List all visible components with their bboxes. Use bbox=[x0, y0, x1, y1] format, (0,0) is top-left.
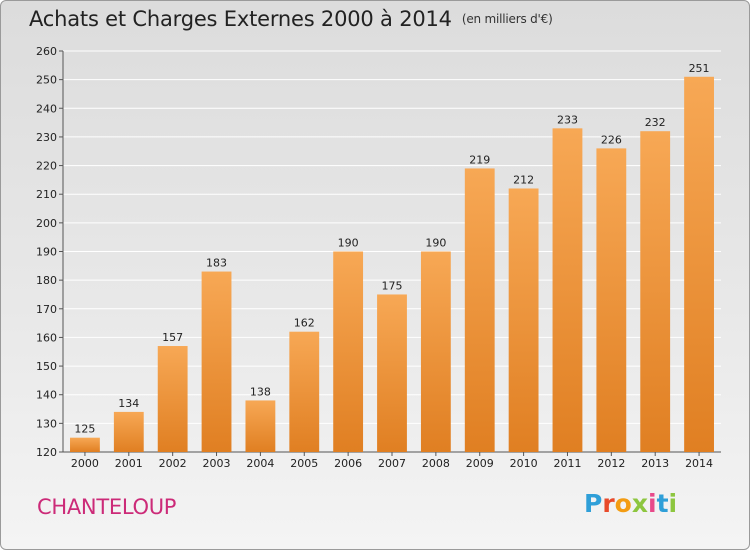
x-tick-label: 2003 bbox=[203, 457, 231, 470]
x-tick-label: 2014 bbox=[685, 457, 713, 470]
bar bbox=[596, 148, 627, 452]
data-label: 157 bbox=[162, 331, 183, 344]
proxiti-logo[interactable]: Proxiti bbox=[584, 489, 677, 518]
bar bbox=[70, 437, 100, 452]
data-label: 232 bbox=[645, 116, 666, 129]
chart-unit: (en milliers d'€) bbox=[461, 12, 553, 26]
logo-letter: o bbox=[614, 489, 632, 518]
y-tick-label: 150 bbox=[36, 360, 57, 373]
chart-title: Achats et Charges Externes 2000 à 2014 (e… bbox=[29, 7, 553, 31]
x-tick-label: 2007 bbox=[378, 457, 406, 470]
y-tick-label: 200 bbox=[36, 217, 57, 230]
data-label: 190 bbox=[338, 237, 359, 250]
data-label: 233 bbox=[557, 113, 578, 126]
y-tick-label: 240 bbox=[36, 102, 57, 115]
y-tick-label: 160 bbox=[36, 331, 57, 344]
label-layer: 125 2000 134 2001 157 2002 183 2003 138 2004 162 20… bbox=[71, 62, 713, 470]
data-label: 183 bbox=[206, 257, 227, 270]
y-tick-label: 140 bbox=[36, 389, 57, 402]
bar bbox=[684, 76, 714, 453]
logo-letter: r bbox=[602, 489, 615, 518]
y-tick-label: 170 bbox=[36, 303, 57, 316]
x-tick-label: 2008 bbox=[422, 457, 450, 470]
x-tick-label: 2000 bbox=[71, 457, 99, 470]
y-tick-label: 120 bbox=[36, 446, 57, 459]
bar bbox=[464, 168, 495, 452]
x-tick-label: 2010 bbox=[510, 457, 538, 470]
data-label: 226 bbox=[601, 133, 622, 146]
data-label: 125 bbox=[74, 423, 95, 436]
logo-letter: t bbox=[656, 489, 669, 518]
data-label: 134 bbox=[118, 397, 139, 410]
x-tick-label: 2006 bbox=[334, 457, 362, 470]
logo-letter: i bbox=[668, 489, 678, 518]
x-tick-label: 2001 bbox=[115, 457, 143, 470]
x-tick-label: 2011 bbox=[553, 457, 581, 470]
y-tick-label: 250 bbox=[36, 74, 57, 87]
y-tick-label: 180 bbox=[36, 274, 57, 287]
data-label: 138 bbox=[250, 385, 271, 398]
x-tick-label: 2013 bbox=[641, 457, 669, 470]
x-tick-label: 2009 bbox=[466, 457, 494, 470]
logo-letter: x bbox=[631, 489, 648, 518]
bar bbox=[157, 346, 188, 452]
y-tick-label: 230 bbox=[36, 131, 57, 144]
y-tick-label: 130 bbox=[36, 417, 57, 430]
y-tick-label: 210 bbox=[36, 188, 57, 201]
data-label: 212 bbox=[513, 173, 534, 186]
logo-letter: i bbox=[648, 489, 657, 518]
bar bbox=[245, 400, 276, 452]
bar bbox=[640, 131, 671, 452]
bar bbox=[377, 294, 407, 452]
data-label: 190 bbox=[425, 237, 446, 250]
x-tick-label: 2005 bbox=[290, 457, 318, 470]
data-label: 162 bbox=[294, 317, 315, 330]
bar bbox=[289, 331, 320, 452]
y-tick-label: 260 bbox=[36, 45, 57, 58]
chart-title-text: Achats et Charges Externes 2000 à 2014 bbox=[29, 7, 452, 31]
bar-layer bbox=[70, 76, 714, 453]
bar bbox=[552, 128, 583, 452]
x-tick-label: 2012 bbox=[597, 457, 625, 470]
x-tick-label: 2004 bbox=[246, 457, 274, 470]
data-label: 219 bbox=[469, 153, 490, 166]
logo-letter: P bbox=[584, 489, 603, 518]
bar bbox=[508, 188, 539, 452]
data-label: 251 bbox=[689, 62, 710, 75]
bar bbox=[420, 251, 451, 452]
bar bbox=[333, 251, 364, 452]
y-tick-label: 220 bbox=[36, 160, 57, 173]
bar bbox=[113, 411, 144, 452]
y-tick-label: 190 bbox=[36, 246, 57, 259]
commune-name: CHANTELOUP bbox=[37, 495, 177, 519]
x-tick-label: 2002 bbox=[159, 457, 187, 470]
data-label: 175 bbox=[382, 279, 403, 292]
bar bbox=[201, 271, 232, 452]
